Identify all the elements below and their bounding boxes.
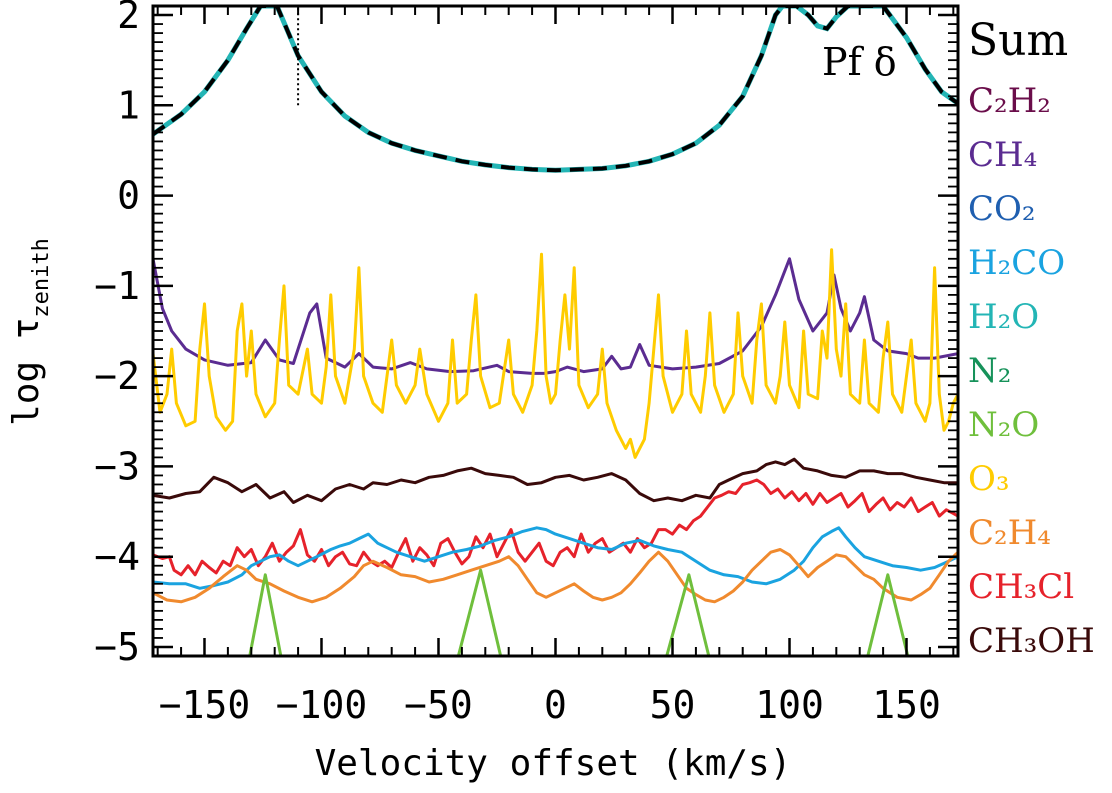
series-layer [153, 6, 958, 656]
legend-item: CH₃OH [968, 621, 1095, 661]
annotation-label: Pf δ [822, 40, 897, 84]
y-tick-label: 1 [117, 83, 140, 127]
legend: Sum C₂H₂ CH₄ CO₂ H₂CO H₂O N₂ N₂O O₃ C₂H₄ CH₃Cl CH₃O… [968, 15, 1095, 661]
series-choh-line [153, 457, 958, 504]
legend-item: N₂O [968, 405, 1039, 445]
y-tick-label: 2 [117, 0, 140, 37]
y-tick-label: −1 [94, 264, 140, 308]
legend-item: CO₂ [968, 189, 1036, 229]
x-tick-label: 50 [650, 683, 696, 727]
axes: −150 −100 −50 0 50 100 150 −5 −4 −3 −2 −1 0 1 2 [94, 0, 941, 727]
x-tick-label: −150 [159, 683, 251, 727]
legend-item: H₂O [968, 297, 1039, 337]
legend-item: CH₃Cl [968, 567, 1074, 607]
legend-item: C₂H₄ [968, 513, 1051, 553]
series-ch-line [153, 548, 958, 604]
x-axis-title: Velocity offset (km/s) [315, 743, 792, 784]
legend-item: O₃ [968, 459, 1010, 499]
legend-item: C₂H₂ [968, 81, 1051, 121]
y-tick-label: 0 [117, 174, 140, 218]
x-tick-label: 0 [544, 683, 567, 727]
series-sum-h2o-line [153, 6, 958, 173]
series-o-line [153, 248, 958, 459]
y-axis-title-sub: zenith [29, 238, 54, 317]
x-tick-label: 100 [755, 683, 824, 727]
y-tick-label: −5 [94, 625, 140, 669]
y-tick-label: −2 [94, 354, 140, 398]
legend-item: N₂ [968, 351, 1011, 391]
x-tick-label: 150 [872, 683, 941, 727]
y-axis-title-main: log τ [6, 318, 47, 426]
legend-item: H₂CO [968, 243, 1065, 283]
legend-item: Sum [968, 15, 1068, 66]
series-no-line [248, 568, 910, 656]
svg-text:log τzenith: log τzenith [6, 238, 54, 426]
series-chcl-line [153, 478, 958, 577]
x-tick-label: −50 [404, 683, 473, 727]
legend-item: CH₄ [968, 135, 1037, 175]
series-sum-line [153, 6, 958, 173]
y-axis-title: log τzenith [6, 238, 54, 426]
y-tick-label: −4 [94, 535, 140, 579]
series-hco-line [153, 526, 958, 590]
plot-frame [151, 4, 960, 658]
y-tick-label: −3 [94, 444, 140, 488]
x-tick-label: −100 [276, 683, 368, 727]
series-ch-line [153, 257, 958, 375]
